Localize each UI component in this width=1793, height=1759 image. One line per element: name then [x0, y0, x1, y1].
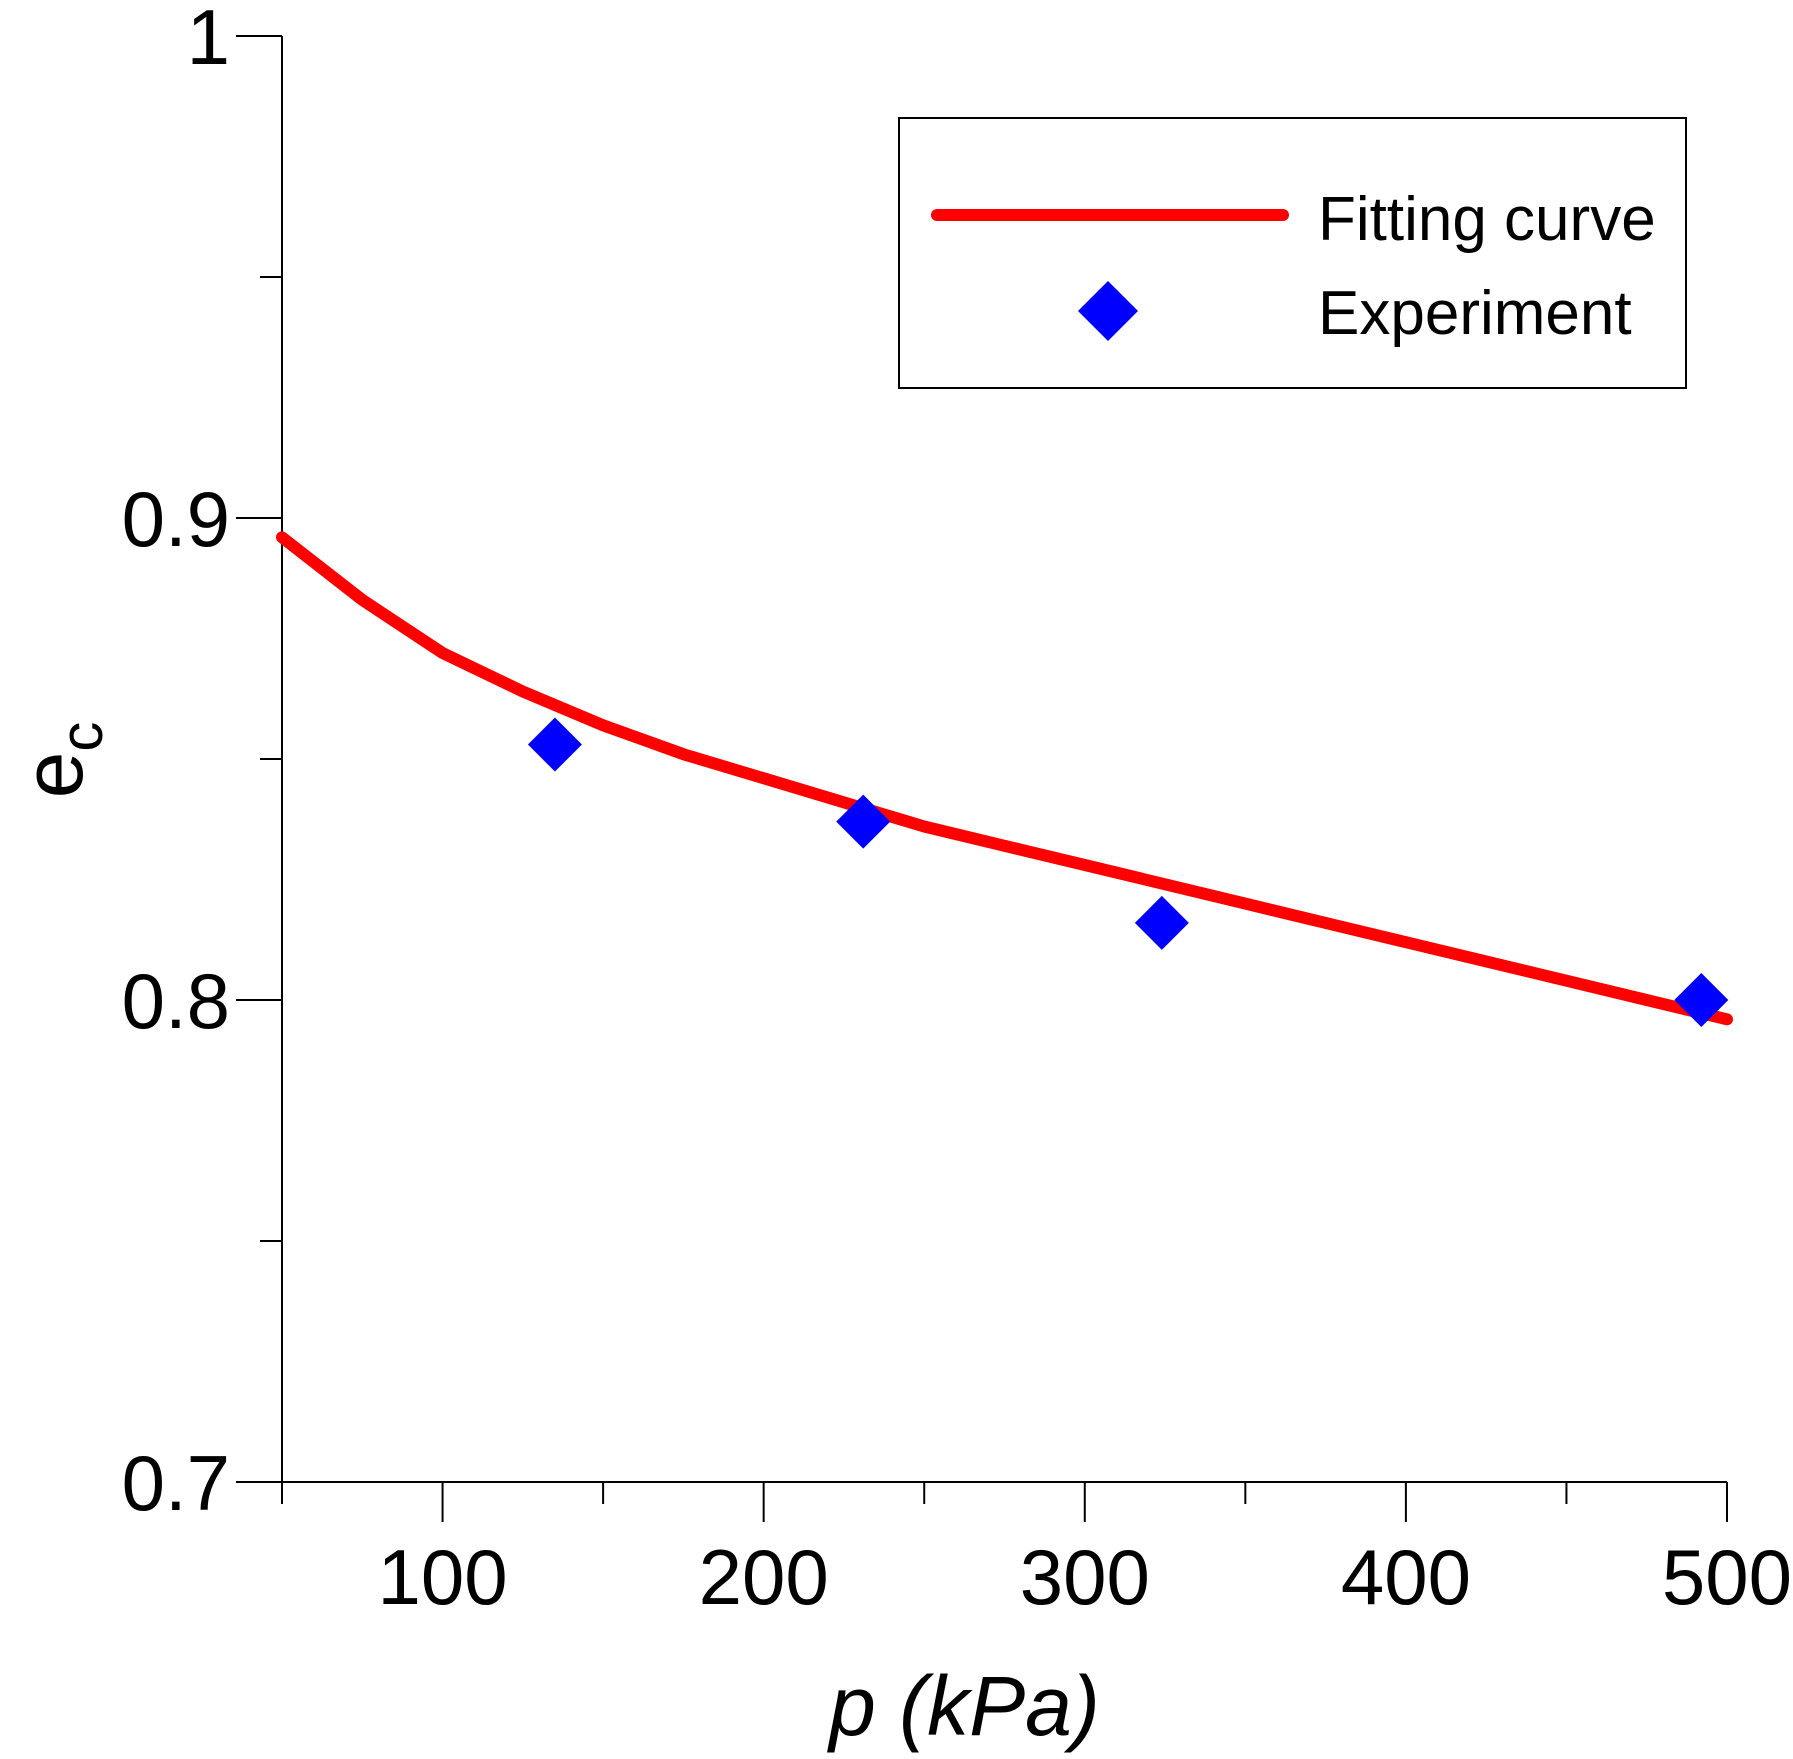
x-tick-label: 300 — [1020, 1533, 1150, 1621]
x-tick-label: 400 — [1341, 1533, 1471, 1621]
y-tick-label: 0.9 — [122, 475, 230, 563]
legend: Fitting curve Experiment — [898, 117, 1687, 389]
x-axis-title-unit: (kPa) — [899, 1659, 1100, 1753]
experiment-point — [1674, 973, 1729, 1027]
legend-experiment-marker — [1078, 281, 1138, 341]
legend-fitting-curve-label: Fitting curve — [1318, 185, 1656, 254]
experiment-point — [527, 717, 582, 772]
legend-experiment-label: Experiment — [1318, 279, 1632, 348]
x-tick-label: 200 — [699, 1533, 829, 1621]
y-axis-title-main: e — [6, 752, 100, 799]
experiment-point — [836, 794, 891, 849]
y-axis-title: ec — [6, 722, 115, 799]
y-tick-label: 0.7 — [122, 1439, 230, 1527]
experiment-point — [1134, 895, 1189, 950]
fitting-curve-line — [276, 531, 1733, 1026]
x-tick-label: 500 — [1662, 1533, 1792, 1621]
x-tick-label: 100 — [377, 1533, 507, 1621]
x-axis-title: p (kPa) — [826, 1659, 1100, 1753]
y-tick-label: 1 — [187, 0, 230, 81]
y-tick-label: 0.8 — [122, 957, 230, 1045]
y-axis-title-subscript: c — [48, 722, 115, 752]
plot-area — [276, 531, 1733, 1027]
axes: 0.7 0.8 0.9 1 100 200 300 400 500 p (kPa) ec — [6, 0, 1792, 1753]
x-axis-title-variable: p — [826, 1659, 876, 1753]
legend-box — [898, 117, 1687, 389]
